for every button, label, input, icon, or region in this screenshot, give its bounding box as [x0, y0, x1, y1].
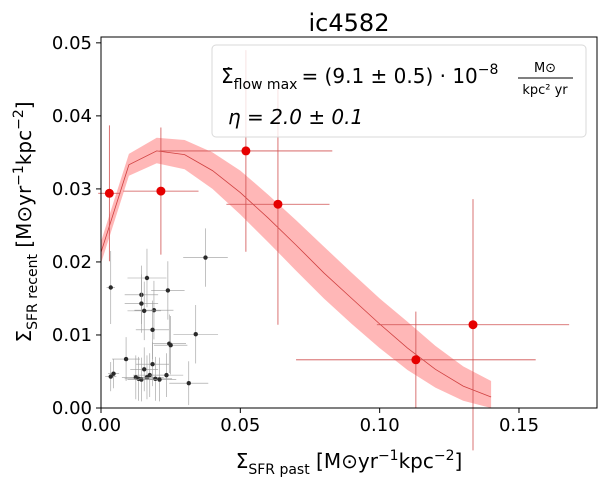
y-tick-label: 0.03: [52, 179, 92, 200]
legend-flow-value: = (9.1 ± 0.5) · 10: [301, 64, 477, 88]
plot-frame: [100, 36, 598, 409]
y-tick-label: 0.02: [52, 252, 92, 273]
y-tick-label: 0.04: [52, 106, 92, 127]
legend-flow-exponent: −8: [478, 62, 499, 78]
binned-point: [273, 199, 283, 209]
y-tick-label: 0.00: [52, 398, 92, 419]
regions-point: [193, 332, 198, 337]
regions-point: [108, 285, 113, 290]
regions-point: [108, 374, 113, 379]
regions-point: [150, 327, 155, 333]
x-tick-label: 0.05: [220, 415, 260, 436]
model-band: [101, 137, 492, 409]
legend-line-eta: η = 2.0 ± 0.1: [228, 105, 363, 129]
legend-unit-numerator: M⊙: [534, 61, 556, 76]
regions-point: [164, 372, 169, 378]
y-tick-label: 0.01: [52, 325, 92, 346]
regions-point: [144, 275, 150, 281]
regions-point: [141, 308, 147, 314]
legend: Σ̇flow max = (9.1 ± 0.5) · 10−8 M⊙ kpc² y…: [211, 44, 587, 138]
regions-point: [139, 377, 144, 382]
model-line: [100, 150, 492, 398]
regions-point: [153, 376, 158, 381]
binned-point: [241, 146, 251, 156]
legend-box: [211, 44, 587, 138]
binned-point: [156, 186, 166, 196]
regions-point: [139, 301, 144, 306]
regions-point: [165, 288, 171, 293]
x-tick-label: 0.00: [81, 415, 121, 436]
chart-title: ic4582: [309, 9, 390, 37]
x-axis-label: ΣSFR past [M⊙yr−1kpc−2]: [236, 448, 463, 478]
binned-point: [468, 320, 478, 330]
regions-point: [123, 356, 129, 362]
x-tick-label: 0.10: [360, 415, 400, 436]
binned-point: [411, 355, 421, 365]
legend-unit-denominator: kpc² yr: [522, 83, 568, 98]
legend-flow-subscript: flow max: [234, 77, 298, 93]
regions-point: [111, 371, 116, 376]
regions-point: [157, 377, 162, 382]
regions-point: [141, 367, 147, 372]
regions-point: [150, 361, 155, 367]
y-tick-label: 0.05: [52, 33, 92, 54]
regions-point: [168, 342, 173, 348]
binned-point: [104, 188, 114, 198]
x-tick-label: 0.15: [499, 415, 539, 436]
legend-flow-symbol: Σ̇: [221, 64, 234, 88]
regions-point: [203, 255, 208, 260]
regions-point: [186, 380, 191, 386]
legend-line-flow: Σ̇flow max = (9.1 ± 0.5) · 10−8: [221, 62, 498, 93]
y-axis-label: ΣSFR recent [M⊙yr−1kpc−2]: [11, 101, 41, 342]
